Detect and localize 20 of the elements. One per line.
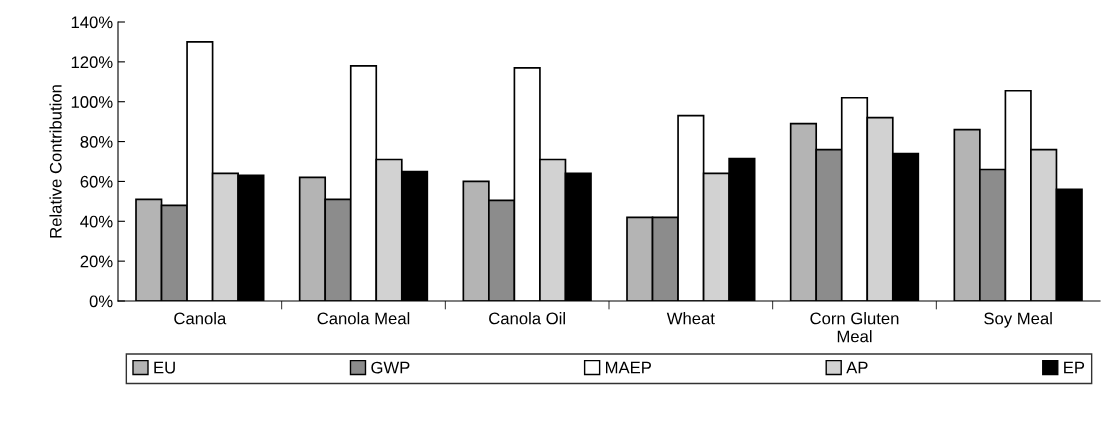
y-tick-label: 40% <box>80 215 113 228</box>
y-tick-label: 140% <box>71 16 113 29</box>
x-tick-label: Corn Gluten Meal <box>810 312 899 343</box>
y-tick-label: 80% <box>80 135 113 148</box>
x-tick-label: Canola <box>174 312 227 325</box>
legend-label: EP <box>1064 361 1085 374</box>
x-tick-label: Wheat <box>666 312 715 325</box>
y-tick-label: 0% <box>89 295 113 308</box>
y-tick-label: 120% <box>71 56 113 69</box>
x-tick-label: Canola Meal <box>317 312 410 325</box>
y-tick-label: 100% <box>71 96 113 108</box>
y-tick-label: 60% <box>80 175 113 188</box>
y-axis-title: Relative Contribution <box>49 85 62 238</box>
legend-label: MAEP <box>606 361 651 374</box>
y-tick-label: 20% <box>80 255 113 268</box>
x-tick-label: Soy Meal <box>984 312 1052 328</box>
legend-label: AP <box>846 361 868 374</box>
legend-label: EU <box>154 361 175 374</box>
x-tick-label: Canola Oil <box>489 312 565 325</box>
legend-label: GWP <box>371 361 410 374</box>
